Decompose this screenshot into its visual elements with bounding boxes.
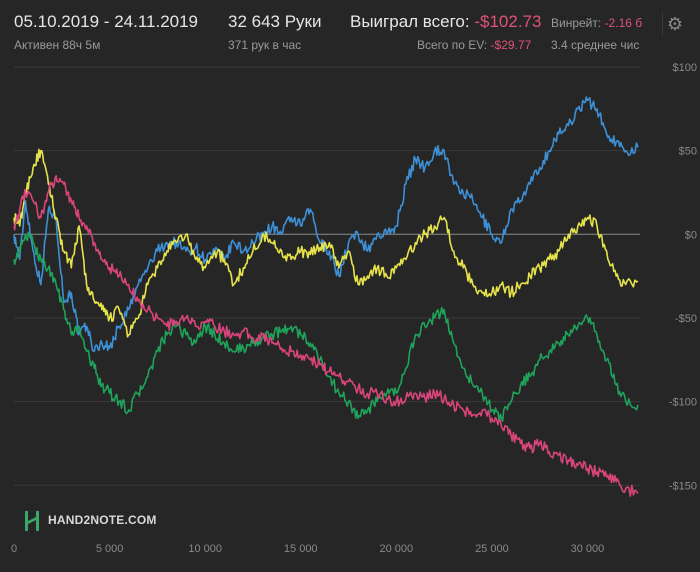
won-total-value: -$102.73: [474, 12, 542, 31]
won-total: Выиграл всего: -$102.73: [350, 12, 541, 32]
active-time: Активен 88ч 5м: [14, 38, 101, 52]
won-total-label: Выиграл всего:: [350, 12, 470, 31]
y-tick-label: $50: [679, 146, 697, 158]
y-tick-label: -$100: [669, 397, 697, 409]
x-tick-label: 30 000: [571, 543, 605, 555]
logo-text: HAND2NOTE.COM: [48, 513, 157, 527]
ev-total-label: Всего по EV:: [417, 38, 488, 52]
y-tick-label: -$150: [669, 480, 697, 492]
blue-series-line: [13, 96, 639, 353]
hands-per-hour: 371 рук в час: [228, 38, 302, 52]
x-tick-label: 20 000: [379, 543, 413, 555]
x-tick-label: 5 000: [96, 543, 124, 555]
x-tick-label: 0: [11, 543, 17, 555]
pink-series-line: [13, 175, 639, 497]
average-text: 3.4 среднее чис: [551, 38, 640, 52]
stats-header: 05.10.2019 - 24.11.2019 Активен 88ч 5м 3…: [0, 0, 700, 58]
green-series-line: [13, 231, 639, 422]
hands-count: 32 643 Руки: [228, 12, 322, 31]
y-tick-label: -$50: [675, 313, 697, 325]
date-range: 05.10.2019 - 24.11.2019: [14, 12, 199, 31]
yellow-series-line: [13, 148, 639, 338]
winrate: Винрейт: -2.16 б: [551, 16, 649, 30]
ev-total: Всего по EV: -$29.77: [417, 38, 531, 52]
gear-icon[interactable]: ⚙: [662, 12, 687, 36]
x-tick-label: 15 000: [284, 543, 318, 555]
winrate-label: Винрейт:: [551, 16, 602, 30]
y-tick-label: $0: [685, 229, 697, 241]
x-tick-label: 10 000: [188, 543, 222, 555]
y-tick-label: $100: [673, 62, 697, 74]
x-tick-label: 25 000: [475, 543, 509, 555]
ev-total-value: -$29.77: [490, 38, 532, 52]
h2n-logo-icon: [25, 511, 39, 531]
winrate-value: -2.16 б: [604, 16, 643, 30]
